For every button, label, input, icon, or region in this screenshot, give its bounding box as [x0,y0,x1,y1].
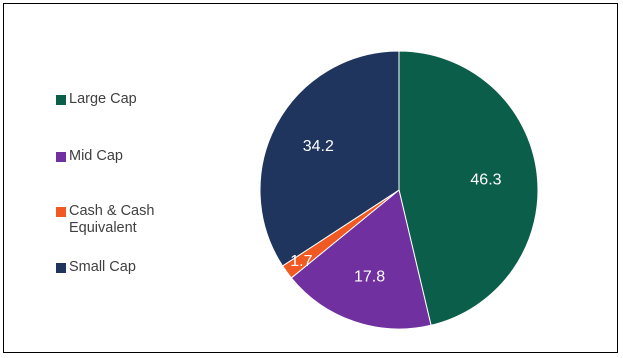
pie-chart: 46.3 17.8 1.7 34.2 [259,50,539,330]
legend-item-cash: Cash & Cash Equivalent [56,203,184,237]
pie-slices [259,50,539,330]
data-label-small-cap: 34.2 [303,138,334,155]
pie-data-labels: 46.3 17.8 1.7 34.2 [290,138,501,286]
legend-label-mid-cap: Mid Cap [69,148,123,164]
pie-slice-small-cap [259,50,400,267]
legend-label-small-cap: Small Cap [69,259,136,275]
legend-label-cash: Cash & Cash Equivalent [69,203,155,236]
legend-swatch-cash [56,207,66,217]
legend-item-small-cap: Small Cap [56,259,199,276]
legend: Large Cap Mid Cap Cash & Cash Equivalent… [56,4,236,354]
data-label-mid-cap: 17.8 [354,268,385,285]
legend-label-large-cap: Large Cap [69,91,137,107]
legend-swatch-large-cap [56,95,66,105]
pie-slice-large-cap [398,50,539,326]
legend-item-large-cap: Large Cap [56,91,199,108]
data-label-large-cap: 46.3 [470,171,501,188]
legend-item-mid-cap: Mid Cap [56,148,199,165]
legend-swatch-small-cap [56,263,66,273]
data-label-cash: 1.7 [290,253,312,270]
pie-slice-mid-cap [290,189,432,330]
legend-swatch-mid-cap [56,152,66,162]
chart-frame: Large Cap Mid Cap Cash & Cash Equivalent… [3,3,618,353]
